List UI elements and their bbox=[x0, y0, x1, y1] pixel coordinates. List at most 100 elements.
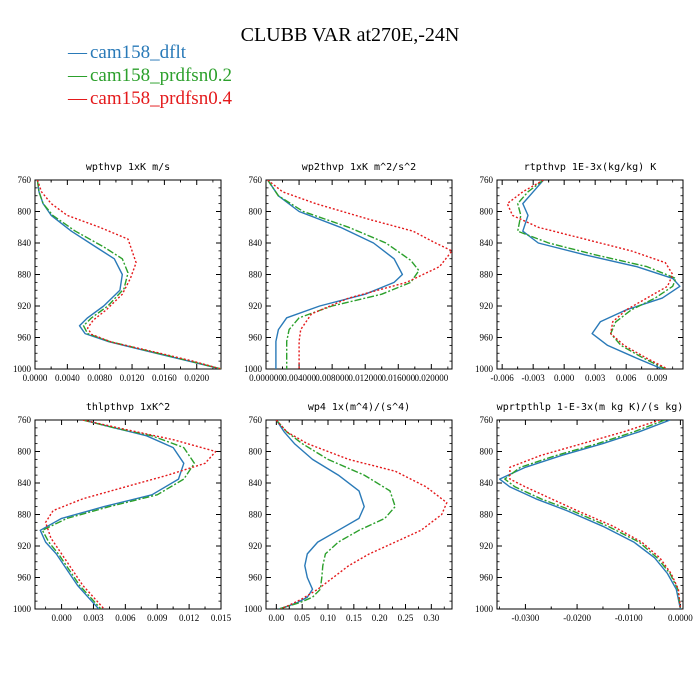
panel-5-ytick-label: 800 bbox=[249, 447, 263, 457]
panel-3-xtick-label: 0.009 bbox=[647, 373, 668, 383]
panel-4-ytick-label: 1000 bbox=[13, 604, 32, 614]
panel-1-ytick-label: 760 bbox=[18, 175, 32, 185]
panel-1-series-1 bbox=[36, 180, 221, 369]
panel-1-series-3 bbox=[36, 180, 221, 369]
panel-4: thlpthvp 1xK^2 760 800 840 880 920 960 1000 0.00… bbox=[13, 402, 232, 623]
panel-5-ytick-label: 880 bbox=[249, 510, 263, 520]
legend: — cam158_dflt — cam158_prdfsn0.2 — cam15… bbox=[67, 42, 232, 109]
panel-4-ytick-label: 760 bbox=[18, 415, 32, 425]
panel-1-xtick-label: 0.0160 bbox=[152, 373, 177, 383]
panel-4-ytick-label: 800 bbox=[18, 447, 32, 457]
panel-1-ytick-label: 800 bbox=[18, 207, 32, 217]
panel-5-xtick-label: 0.15 bbox=[346, 613, 362, 623]
panel-1-ytick-label: 960 bbox=[18, 333, 32, 343]
panel-3-ytick-label: 800 bbox=[480, 207, 494, 217]
panel-2-xtick-label: 0.012000 bbox=[348, 373, 382, 383]
panel-1-title: wpthvp 1xK m/s bbox=[86, 162, 170, 173]
legend-label-1: cam158_dflt bbox=[90, 42, 187, 63]
panel-3-ytick-label: 760 bbox=[480, 175, 494, 185]
panel-6-ytick-label: 840 bbox=[480, 478, 494, 488]
panel-4-ytick-label: 880 bbox=[18, 510, 32, 520]
panel-1-frame bbox=[34, 179, 222, 370]
panel-2-ytick-label: 920 bbox=[249, 301, 263, 311]
panel-6-series-2 bbox=[504, 420, 682, 609]
panel-6-frame bbox=[496, 419, 684, 610]
panel-6-ytick-label: 880 bbox=[480, 510, 494, 520]
panel-3-xtick-label: 0.006 bbox=[616, 373, 637, 383]
panel-1-ytick-label: 840 bbox=[18, 238, 32, 248]
panel-6-ytick-label: 800 bbox=[480, 447, 494, 457]
panel-1-xtick-label: 0.0040 bbox=[55, 373, 80, 383]
panel-5-xtick-label: 0.00 bbox=[268, 613, 284, 623]
panel-1-ytick-label: 920 bbox=[18, 301, 32, 311]
panel-6-series-3 bbox=[509, 420, 682, 609]
panel-5-xtick-label: 0.10 bbox=[320, 613, 336, 623]
panel-6-ytick-label: 1000 bbox=[475, 604, 494, 614]
panel-1-xtick-label: 0.0000 bbox=[23, 373, 48, 383]
panel-3-ytick-label: 1000 bbox=[475, 364, 494, 374]
panel-3-ytick-label: 960 bbox=[480, 333, 494, 343]
legend-entry-3: — bbox=[67, 88, 88, 109]
panel-2-ytick-label: 840 bbox=[249, 238, 263, 248]
panel-6-xtick-label: -0.0200 bbox=[563, 613, 591, 623]
panel-4-frame bbox=[34, 419, 222, 610]
panel-3-xtick-label: 0.000 bbox=[554, 373, 575, 383]
panels: wpthvp 1xK m/s76080084088092096010000.00… bbox=[13, 162, 693, 623]
panel-1-xtick-label: 0.0120 bbox=[120, 373, 145, 383]
panel-5-xtick-label: 0.30 bbox=[423, 613, 439, 623]
panel-2-ytick-label: 960 bbox=[249, 333, 263, 343]
panel-1-xtick-label: 0.0200 bbox=[184, 373, 209, 383]
panel-4-xtick-label: 0.009 bbox=[147, 613, 168, 623]
panel-5-ytick-label: 1000 bbox=[244, 604, 263, 614]
panel-5-ytick-label: 920 bbox=[249, 541, 263, 551]
panel-1: wpthvp 1xK m/s76080084088092096010000.00… bbox=[13, 162, 222, 383]
panel-2-series-3 bbox=[267, 180, 452, 369]
panel-5-frame bbox=[265, 419, 453, 610]
panel-4-series-1 bbox=[39, 420, 185, 609]
panel-4-xtick-label: 0.015 bbox=[211, 613, 232, 623]
panel-2-ytick-label: 1000 bbox=[244, 364, 263, 374]
panel-2-ytick-label: 760 bbox=[249, 175, 263, 185]
panel-6-title: wprtpthlp 1-E-3x(m kg K)/(s kg) bbox=[497, 402, 684, 413]
panel-6-ytick-label: 760 bbox=[480, 415, 494, 425]
panel-5-series-2 bbox=[275, 420, 396, 609]
panel-2-xtick-label: 0.000000 bbox=[249, 373, 283, 383]
panel-2-ytick-label: 880 bbox=[249, 270, 263, 280]
panel-6-xtick-label: -0.0100 bbox=[615, 613, 643, 623]
panel-3-xtick-label: -0.006 bbox=[491, 373, 515, 383]
panel-2: wp2thvp 1xK m^2/s^2 760 800 840 880 920 960 100… bbox=[244, 162, 453, 383]
panel-5-xtick-label: 0.20 bbox=[372, 613, 388, 623]
panel-2-title: wp2thvp 1xK m^2/s^2 bbox=[302, 162, 416, 173]
panel-3-series-1 bbox=[522, 180, 681, 369]
panel-1-ytick-label: 1000 bbox=[13, 364, 32, 374]
panel-2-xtick-label: 0.008000 bbox=[315, 373, 349, 383]
panel-5-ytick-label: 840 bbox=[249, 478, 263, 488]
legend-entry-2: — bbox=[67, 65, 88, 86]
panel-3-series-2 bbox=[517, 180, 677, 369]
panel-1-series-2 bbox=[36, 180, 221, 369]
panel-4-ytick-label: 840 bbox=[18, 478, 32, 488]
legend-label-3: cam158_prdfsn0.4 bbox=[90, 88, 232, 109]
panel-4-xtick-label: 0.003 bbox=[83, 613, 104, 623]
panel-3-xtick-label: 0.003 bbox=[585, 373, 606, 383]
panel-4-title: thlpthvp 1xK^2 bbox=[86, 402, 170, 413]
panel-4-xtick-label: 0.006 bbox=[115, 613, 136, 623]
panel-1-ytick-label: 880 bbox=[18, 270, 32, 280]
panel-6-xtick-label: -0.0300 bbox=[512, 613, 540, 623]
panel-3: rtpthvp 1E-3x(kg/kg) K 760 800 840 880 920 960… bbox=[475, 162, 684, 383]
panel-6-series-1 bbox=[498, 420, 682, 609]
panel-4-ytick-label: 960 bbox=[18, 573, 32, 583]
panel-3-ytick-label: 840 bbox=[480, 238, 494, 248]
panel-4-xtick-label: 0.012 bbox=[179, 613, 199, 623]
panel-4-series-3 bbox=[44, 420, 217, 609]
panel-3-ytick-label: 880 bbox=[480, 270, 494, 280]
panel-4-ytick-label: 920 bbox=[18, 541, 32, 551]
panel-4-xtick-label: 0.000 bbox=[51, 613, 72, 623]
panel-3-xtick-label: -0.003 bbox=[522, 373, 546, 383]
panel-5-ytick-label: 960 bbox=[249, 573, 263, 583]
panel-5: wp4 1x(m^4)/(s^4) 760 800 840 880 920 960 1000 0… bbox=[244, 402, 453, 623]
panel-3-title: rtpthvp 1E-3x(kg/kg) K bbox=[524, 162, 656, 173]
panel-5-xtick-label: 0.25 bbox=[398, 613, 414, 623]
panel-5-title: wp4 1x(m^4)/(s^4) bbox=[308, 402, 410, 413]
